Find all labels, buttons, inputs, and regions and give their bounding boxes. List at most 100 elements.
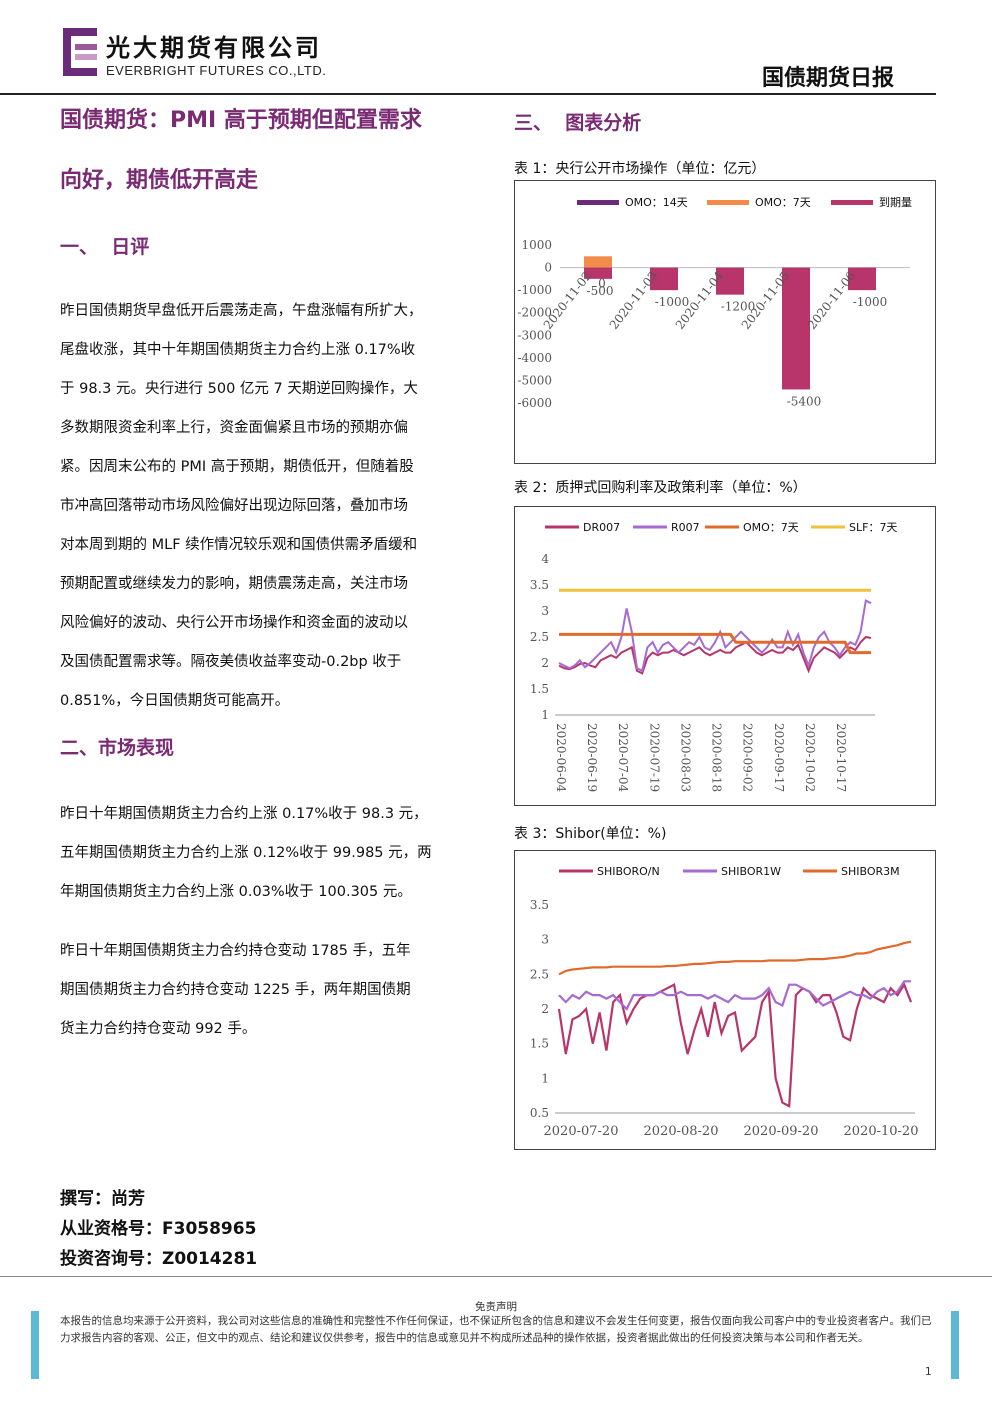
chart2-legend-label: DR007 xyxy=(583,521,620,534)
chart2-legend-label: R007 xyxy=(671,521,700,534)
chart1-y-tick: 1000 xyxy=(521,238,552,252)
section-heading-charts: 三、 图表分析 xyxy=(514,112,642,134)
chart1-y-tick: -6000 xyxy=(517,396,552,410)
chart2-x-tick: 2020-09-17 xyxy=(772,723,786,792)
review-line: 市冲高回落带动市场风险偏好出现边际回落，叠加市场 xyxy=(60,498,408,514)
chart3-y-tick: 3.5 xyxy=(530,898,549,912)
chart2-svg: DR007 R007 OMO：7天 SLF：7天 4 3.5 3 2.5 2 1.5 1 2020-0… xyxy=(530,521,898,793)
chart1-svg: OMO：14天 OMO：7天 到期量 1000 0 -1000 -2000 -3000 -400… xyxy=(517,196,912,410)
chart1-bar-maturity xyxy=(650,267,678,291)
chart1-y-tick: -2000 xyxy=(517,306,552,320)
author-consult-id: 投资咨询号：Z0014281 xyxy=(60,1249,258,1269)
chart2-y-tick: 1 xyxy=(541,708,549,722)
disclaimer-title: 免责声明 xyxy=(475,1301,517,1313)
header-divider xyxy=(0,93,936,95)
chart1-data-label: -1000 xyxy=(853,295,888,309)
chart3-legend-label: SHIBOR3M xyxy=(841,865,900,878)
chart3-y-tick: 0.5 xyxy=(530,1106,549,1120)
chart3-series-line xyxy=(558,940,912,976)
chart1-y-tick: -3000 xyxy=(517,328,552,342)
company-name-cn: 光大期货有限公司 xyxy=(106,33,322,62)
market-paragraph-2: 昨日十年期国债期货主力合约持仓变动 1785 手，五年 期国债期货主力合约持仓变… xyxy=(60,932,490,1049)
chart1-bar-maturity xyxy=(584,267,612,279)
chart1-data-label: -1000 xyxy=(655,295,690,309)
chart3-y-tick: 2 xyxy=(541,1002,549,1016)
chart3-x-tick: 2020-08-20 xyxy=(644,1124,719,1139)
chart1-bar-maturity xyxy=(848,267,876,291)
market-line: 期国债期货主力合约持仓变动 1225 手，两年期国债期 xyxy=(60,982,411,998)
review-line: 多数期限资金利率上行，资金面偏紧且市场的预期亦偏 xyxy=(60,420,408,436)
chart2-x-tick: 2020-09-02 xyxy=(741,723,755,792)
review-line: 0.851%，今日国债期货可能高开。 xyxy=(60,693,290,709)
chart3-y-tick: 2.5 xyxy=(530,967,549,981)
author-block: 撰写：尚芳 从业资格号：F3058965 投资咨询号：Z0014281 xyxy=(60,1184,257,1274)
market-line: 昨日十年期国债期货主力合约持仓变动 1785 手，五年 xyxy=(60,943,411,959)
chart2-caption: 表 2：质押式回购利率及政策利率（单位：%） xyxy=(514,480,807,496)
review-line: 及国债配置需求等。隔夜美债收益率变动-0.2bp 收于 xyxy=(60,654,402,670)
article-title-line2: 向好，期债低开高走 xyxy=(60,168,259,193)
chart1-y-tick: -4000 xyxy=(517,351,552,365)
chart1-y-tick: 0 xyxy=(544,261,552,275)
chart1-bar-maturity xyxy=(716,267,744,295)
chart3-legend-label: SHIBORO/N xyxy=(597,865,660,878)
review-line: 对本周到期的 MLF 续作情况较乐观和国债供需矛盾缓和 xyxy=(60,537,418,553)
chart1-legend-label: OMO：7天 xyxy=(755,196,811,209)
chart2-x-tick: 2020-08-03 xyxy=(678,723,692,792)
review-line: 预期配置或继续发力的影响，期债震荡走高，关注市场 xyxy=(60,576,408,592)
chart1-bar-maturity xyxy=(782,267,810,390)
market-line: 货主力合约持仓变动 992 手。 xyxy=(60,1021,257,1037)
disclaimer-text: 本报告的信息均来源于公开资料，我公司对这些信息的准确性和完整性不作任何保证，也不… xyxy=(60,1315,932,1344)
chart3-box: SHIBORO/N SHIBOR1W SHIBOR3M 3.5 3 2.5 2 1.5 1 0.5… xyxy=(514,850,936,1150)
chart1-legend-label: 到期量 xyxy=(879,196,912,209)
chart1-caption: 表 1：央行公开市场操作（单位：亿元） xyxy=(514,161,766,177)
chart2-x-tick: 2020-10-17 xyxy=(834,723,848,792)
chart1-x-tick: 2020-11-02 xyxy=(541,269,595,332)
chart2-y-tick: 3.5 xyxy=(530,578,549,592)
chart1-y-tick: -1000 xyxy=(517,283,552,297)
disclaimer-right-bar xyxy=(951,1311,959,1379)
chart2-y-tick: 3 xyxy=(541,604,549,618)
chart3-series-line xyxy=(558,980,911,1011)
chart3-x-tick: 2020-10-20 xyxy=(844,1124,919,1139)
chart1-data-label: -500 xyxy=(587,284,614,298)
chart1-legend-swatch xyxy=(707,200,749,205)
chart1-box: OMO：14天 OMO：7天 到期量 1000 0 -1000 -2000 -3000 -400… xyxy=(514,180,936,464)
review-paragraph: 昨日国债期货早盘低开后震荡走高，午盘涨幅有所扩大， 尾盘收涨，其中十年期国债期货… xyxy=(60,292,490,721)
chart1-legend-swatch xyxy=(577,200,619,205)
company-logo xyxy=(60,26,100,78)
chart1-y-tick: -5000 xyxy=(517,373,552,387)
chart2-x-tick: 2020-06-19 xyxy=(585,723,599,792)
page-number: 1 xyxy=(925,1366,932,1378)
chart1-x-tick: 2020-11-06 xyxy=(805,269,859,332)
market-line: 年期国债期货主力合约上涨 0.03%收于 100.305 元。 xyxy=(60,884,412,900)
review-line: 紧。因周末公布的 PMI 高于预期，期债低开，但随着股 xyxy=(60,459,414,475)
chart2-y-tick: 4 xyxy=(541,552,549,566)
review-line: 于 98.3 元。央行进行 500 亿元 7 天期逆回购操作，大 xyxy=(60,381,418,397)
chart3-x-tick: 2020-07-20 xyxy=(544,1124,619,1139)
chart2-legend-label: SLF：7天 xyxy=(849,521,897,534)
chart1-bar-omo7 xyxy=(584,256,612,268)
chart2-x-tick: 2020-08-18 xyxy=(710,723,724,792)
section-heading-market: 二、市场表现 xyxy=(60,737,175,759)
chart3-x-tick: 2020-09-20 xyxy=(744,1124,819,1139)
chart3-caption: 表 3：Shibor(单位：%) xyxy=(514,826,667,842)
market-line: 昨日十年期国债期货主力合约上涨 0.17%收于 98.3 元， xyxy=(60,806,428,822)
report-name: 国债期货日报 xyxy=(762,66,895,91)
review-line: 昨日国债期货早盘低开后震荡走高，午盘涨幅有所扩大， xyxy=(60,303,423,319)
chart1-legend-label: OMO：14天 xyxy=(625,196,688,209)
chart2-y-tick: 2 xyxy=(541,656,549,670)
chart3-y-tick: 3 xyxy=(541,933,549,947)
chart1-data-label: 0 xyxy=(598,277,606,291)
chart1-legend-swatch xyxy=(831,200,873,205)
review-line: 尾盘收涨，其中十年期国债期货主力合约上涨 0.17%收 xyxy=(60,342,416,358)
chart3-svg: SHIBORO/N SHIBOR1W SHIBOR3M 3.5 3 2.5 2 1.5 1 0.5… xyxy=(530,865,919,1139)
article-title: 国债期货：PMI 高于预期但配置需求 向好，期债低开高走 xyxy=(60,93,500,209)
chart2-y-tick: 2.5 xyxy=(530,630,549,644)
chart2-y-tick: 1.5 xyxy=(530,682,549,696)
review-line: 风险偏好的波动、央行公开市场操作和资金面的波动以 xyxy=(60,615,408,631)
chart2-x-tick: 2020-07-19 xyxy=(647,723,661,792)
section-heading-review: 一、 日评 xyxy=(60,236,150,258)
market-line: 五年期国债期货主力合约上涨 0.12%收于 99.985 元，两 xyxy=(60,845,432,861)
company-name-en: EVERBRIGHT FUTURES CO.,LTD. xyxy=(106,63,327,78)
chart2-series-line xyxy=(558,599,872,673)
